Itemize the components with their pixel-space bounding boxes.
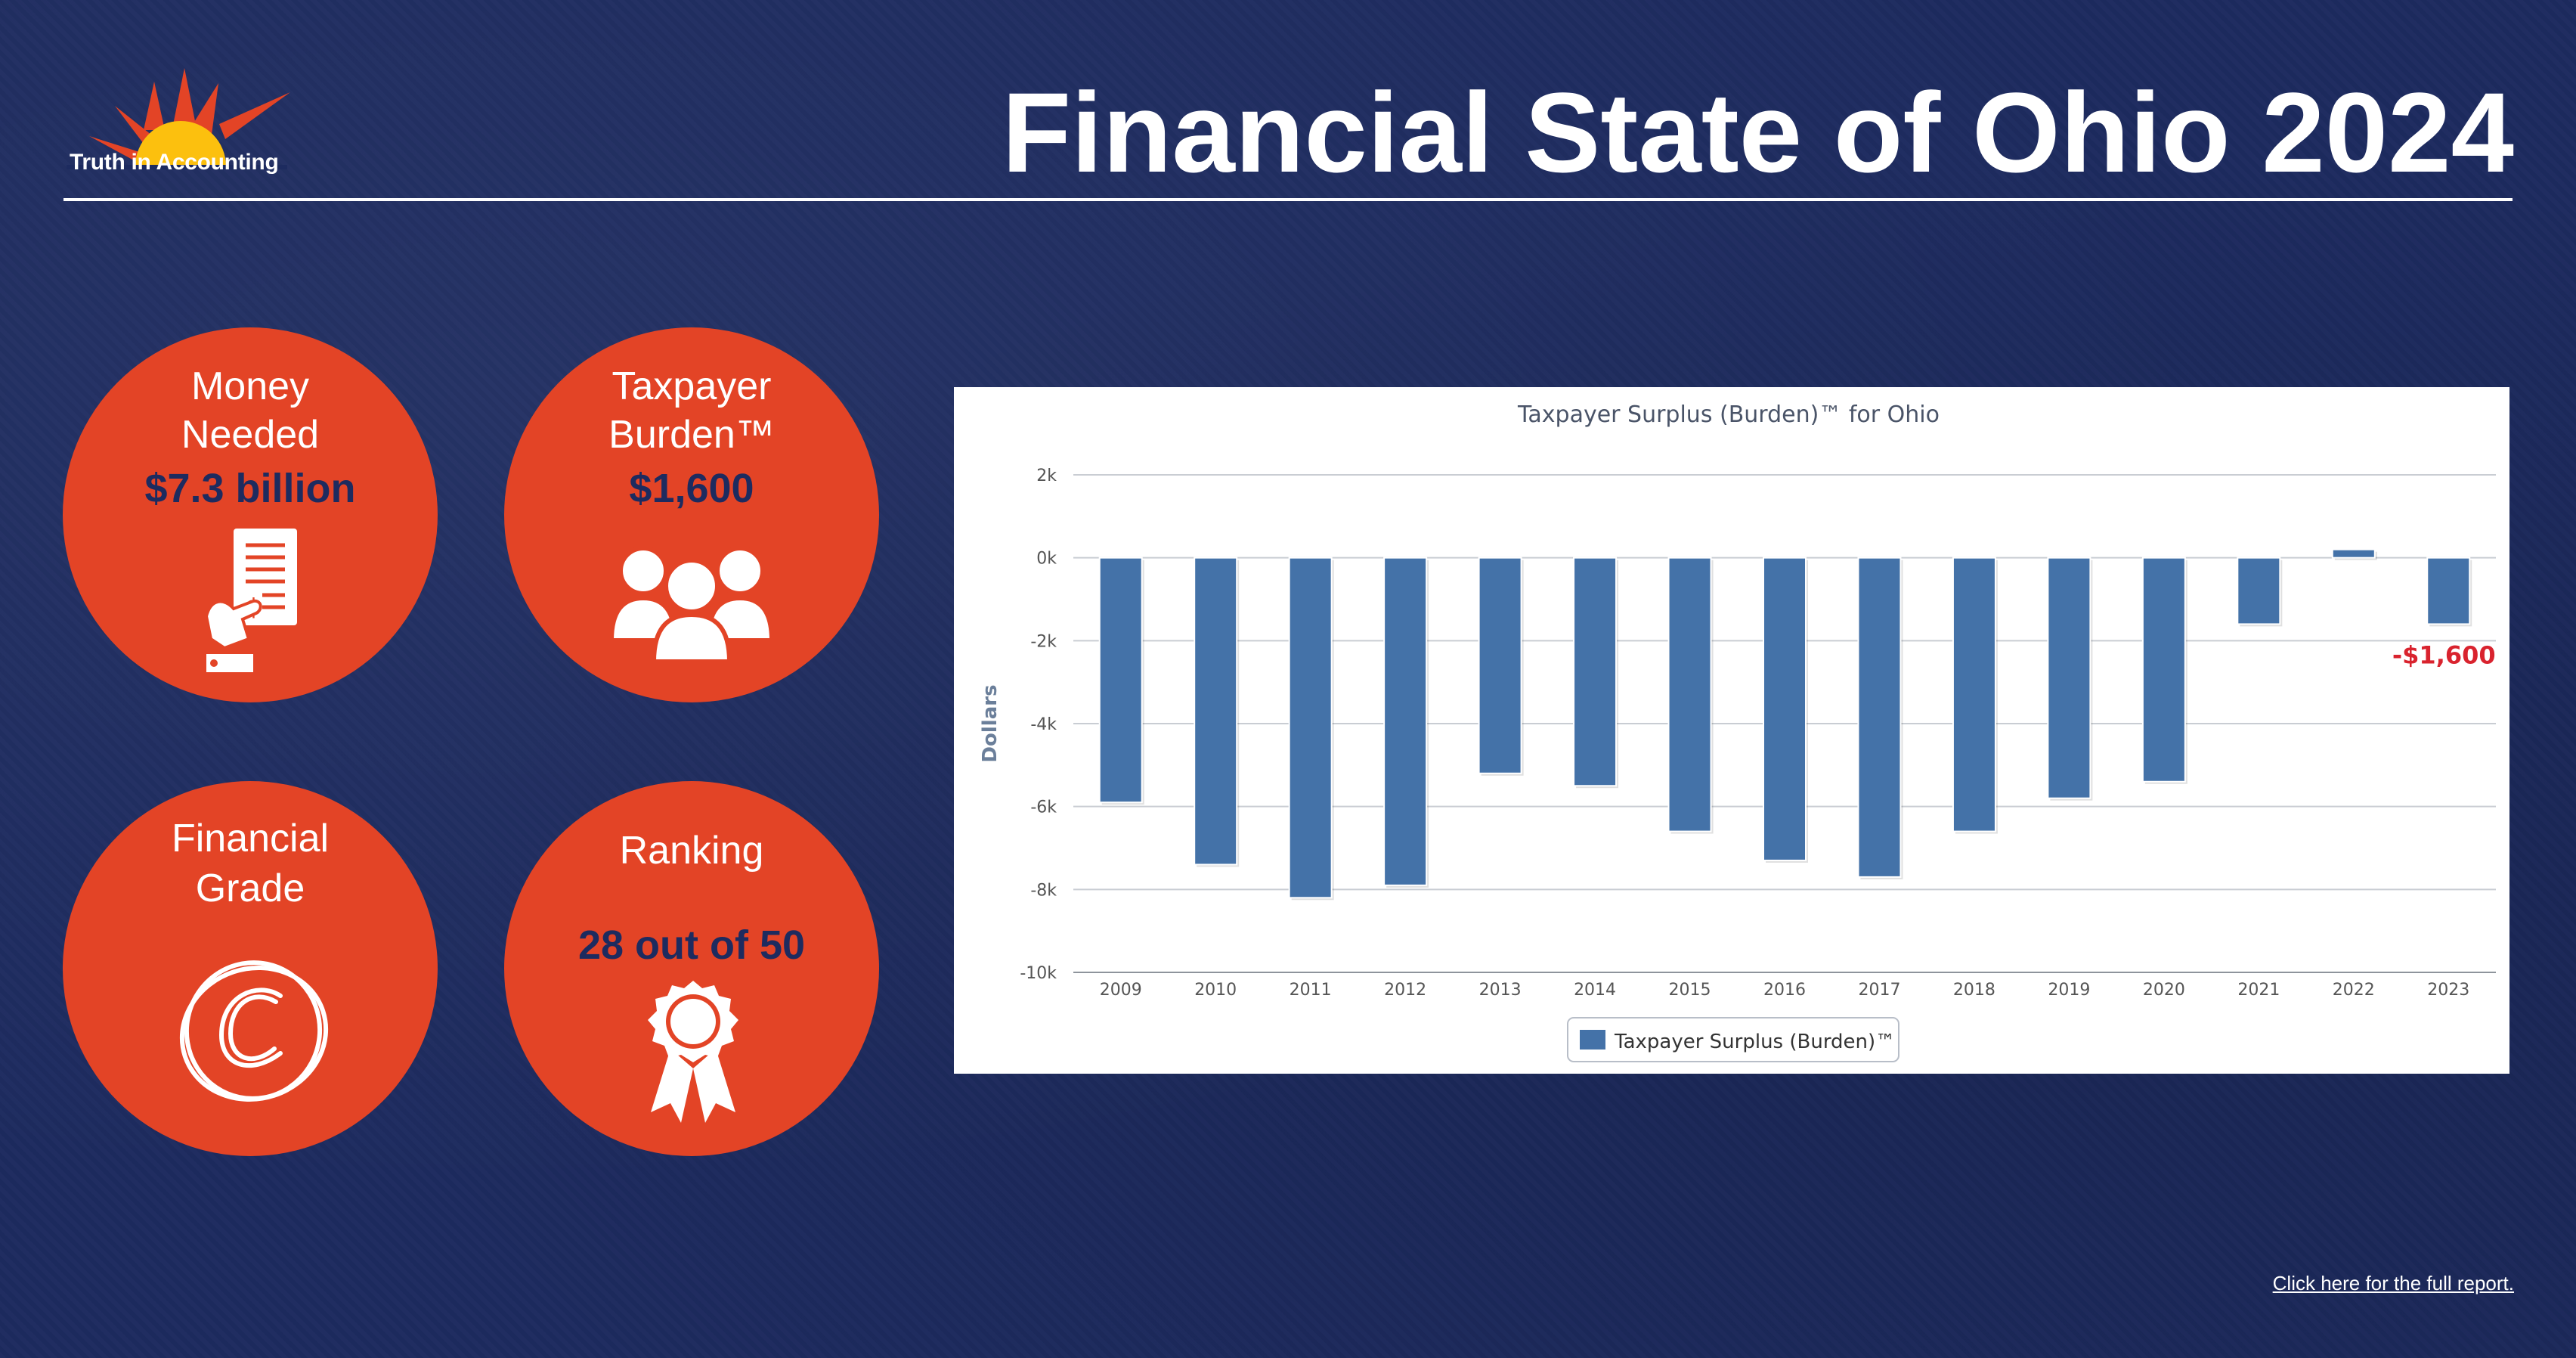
x-tick-label: 2022 — [2333, 981, 2375, 1000]
bar-2022[interactable] — [2331, 548, 2376, 559]
title-divider — [63, 198, 2513, 201]
taxpayer-burden-label-line2: Burden™ — [608, 413, 775, 457]
financial-grade-label-line1: Financial — [171, 817, 330, 860]
y-tick-label: 0k — [1036, 550, 1057, 569]
y-tick-label: -10k — [1020, 964, 1057, 983]
x-tick-label: 2015 — [1669, 981, 1711, 1000]
bar-2016[interactable] — [1763, 557, 1807, 861]
y-axis-label: Dollars — [979, 684, 1002, 762]
x-tick-label: 2020 — [2143, 981, 2185, 1000]
x-tick-label: 2023 — [2427, 981, 2469, 1000]
bar-2012[interactable] — [1383, 557, 1428, 886]
data-label: -$1,600 — [2392, 640, 2496, 669]
people-group-icon — [608, 546, 775, 663]
bar-2011[interactable] — [1288, 557, 1333, 899]
legend-box — [1567, 1017, 1899, 1062]
money-needed-label-line2: Needed — [181, 413, 320, 457]
ranking-value: 28 out of 50 — [577, 922, 806, 968]
x-tick-label: 2018 — [1953, 981, 1995, 1000]
y-tick-label: 2k — [1036, 467, 1057, 485]
ranking-card: Ranking 28 out of 50 — [504, 781, 879, 1156]
y-tick-label: -2k — [1030, 632, 1057, 651]
chart-card: Taxpayer Surplus (Burden)™ for Ohio Doll… — [954, 387, 2509, 1074]
x-tick-label: 2019 — [2048, 981, 2090, 1000]
bar-2014[interactable] — [1573, 557, 1618, 787]
taxpayer-burden-value: $1,600 — [629, 466, 754, 511]
x-tick-label: 2013 — [1479, 981, 1522, 1000]
legend-label: Taxpayer Surplus (Burden)™ — [1614, 1031, 1895, 1053]
money-needed-card: Money Needed $7.3 billion $ — [63, 327, 438, 702]
x-tick-label: 2021 — [2237, 981, 2280, 1000]
bar-chart: Taxpayer Surplus (Burden)™ for Ohio Doll… — [979, 402, 2496, 1062]
x-tick-label: 2009 — [1100, 981, 1142, 1000]
chart-title: Taxpayer Surplus (Burden)™ for Ohio — [1517, 402, 1940, 428]
bar-2023[interactable] — [2426, 557, 2471, 625]
x-tick-label: 2011 — [1290, 981, 1332, 1000]
receipt-hand-icon: $ — [204, 529, 297, 672]
bar-2009[interactable] — [1098, 557, 1143, 804]
bar-2015[interactable] — [1667, 557, 1712, 832]
legend[interactable]: Taxpayer Surplus (Burden)™ — [1567, 1017, 1899, 1062]
financial-grade-card: Financial Grade — [63, 781, 438, 1156]
brand-name[interactable]: Truth in Accounting — [70, 150, 279, 175]
x-tick-label: 2010 — [1194, 981, 1237, 1000]
taxpayer-burden-label-line1: Taxpayer — [611, 364, 772, 408]
page-title: Financial State of Ohio 2024 — [1002, 69, 2514, 196]
x-tick-label: 2016 — [1763, 981, 1806, 1000]
y-tick-label: -6k — [1030, 798, 1057, 817]
x-tick-label: 2017 — [1858, 981, 1900, 1000]
bar-2017[interactable] — [1857, 557, 1902, 878]
money-needed-value: $7.3 billion — [144, 466, 356, 511]
bar-2013[interactable] — [1478, 557, 1522, 774]
money-needed-label-line1: Money — [190, 364, 310, 408]
bar-2020[interactable] — [2141, 557, 2186, 783]
bar-2018[interactable] — [1952, 557, 1996, 832]
award-ribbon-icon — [648, 981, 738, 1123]
y-tick-label: -8k — [1030, 881, 1057, 900]
bar-2019[interactable] — [2047, 557, 2091, 799]
grade-c-icon — [179, 960, 329, 1102]
y-tick-label: -4k — [1030, 715, 1057, 734]
bar-2010[interactable] — [1194, 557, 1238, 866]
taxpayer-burden-card: Taxpayer Burden™ $1,600 — [504, 327, 879, 702]
financial-grade-label-line2: Grade — [195, 867, 305, 910]
bar-2021[interactable] — [2237, 557, 2281, 625]
full-report-link[interactable]: Click here for the full report. — [2272, 1272, 2514, 1294]
x-tick-label: 2012 — [1384, 981, 1426, 1000]
sun-logo-icon — [67, 68, 290, 169]
ranking-label: Ranking — [619, 829, 764, 873]
legend-swatch — [1580, 1030, 1605, 1050]
x-tick-label: 2014 — [1574, 981, 1616, 1000]
